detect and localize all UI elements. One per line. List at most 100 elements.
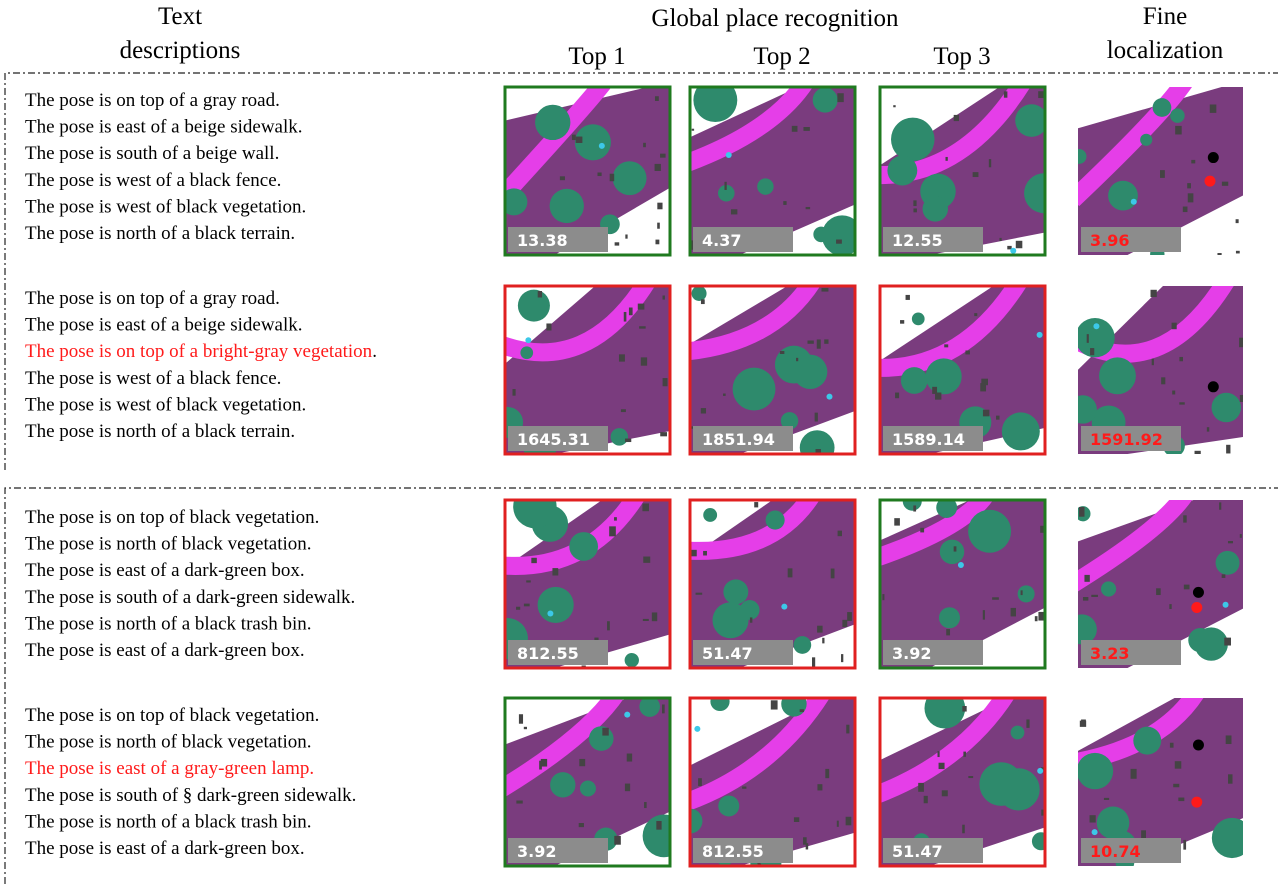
road: [690, 286, 855, 454]
structure: [614, 242, 620, 246]
point-cloud: [1078, 286, 1243, 454]
structure: [1239, 394, 1243, 402]
sentence: The pose is east of a dark-green box.: [25, 640, 305, 661]
structure: [1003, 91, 1008, 98]
structure: [982, 610, 985, 620]
structure: [842, 619, 848, 628]
sentence-text: The pose is east of a gray-green lamp.: [25, 758, 314, 779]
structure: [1228, 774, 1233, 784]
sentence-text: The pose is south of § dark-green sidewa…: [25, 785, 356, 806]
structure: [821, 287, 829, 292]
point-cloud: [690, 87, 855, 255]
score-box: [1081, 227, 1181, 252]
header-fine: localization: [1107, 37, 1224, 64]
structure: [730, 209, 738, 215]
header-fine: Fine: [1143, 3, 1187, 30]
pred-dot: [1191, 796, 1203, 808]
structure: [662, 378, 668, 387]
structure: [825, 768, 830, 779]
structure: [624, 438, 632, 443]
structure: [805, 843, 809, 850]
sidewalk: [880, 698, 1015, 804]
structure: [1090, 348, 1095, 356]
structure: [1169, 742, 1174, 748]
sentence: The pose is on top of black vegetation.: [25, 507, 319, 528]
sentence-text: The pose is on top of black vegetation.: [25, 507, 319, 528]
structure: [1161, 377, 1166, 385]
object: [725, 152, 732, 159]
structure: [516, 606, 521, 610]
structure: [817, 625, 823, 633]
structure: [1173, 783, 1180, 788]
structure: [703, 550, 707, 556]
structure: [644, 802, 647, 809]
vegetation: [922, 196, 949, 222]
vegetation: [1078, 752, 1114, 790]
vegetation: [780, 412, 799, 430]
structure: [815, 449, 821, 454]
vegetation: [1215, 550, 1240, 575]
structure: [962, 706, 967, 712]
vegetation: [537, 586, 574, 624]
structure: [972, 172, 979, 178]
header-top: Top 2: [753, 43, 810, 70]
structure: [847, 612, 852, 621]
object: [694, 725, 701, 732]
structure: [803, 837, 807, 845]
road: [880, 698, 1045, 866]
vegetation: [569, 532, 599, 561]
header-global: Global place recognition: [651, 5, 899, 32]
structure: [1221, 181, 1229, 186]
score: 3.92: [892, 644, 931, 663]
structure: [523, 726, 527, 730]
vegetation: [520, 346, 534, 360]
fine-score: 3.23: [1090, 644, 1129, 663]
structure: [770, 700, 778, 710]
pred-dot: [1191, 602, 1203, 614]
structure: [793, 817, 800, 823]
structure: [1219, 502, 1222, 510]
structure: [700, 408, 707, 414]
structure: [1020, 590, 1023, 596]
structure: [628, 307, 633, 316]
structure: [816, 339, 821, 349]
object: [624, 711, 631, 718]
score: 12.55: [892, 231, 943, 250]
sentence-text: The pose is east of a dark-green box.: [25, 560, 305, 581]
sentence: The pose is west of a black fence.: [25, 170, 281, 191]
sentence: The pose is west of black vegetation.: [25, 196, 306, 217]
structure: [1034, 616, 1038, 622]
vegetation: [624, 653, 639, 668]
structure: [913, 208, 917, 213]
structure: [946, 629, 951, 636]
header-text: descriptions: [120, 37, 241, 64]
sentence: The pose is east of a dark-green box.: [25, 560, 305, 581]
vegetation: [550, 772, 576, 798]
structure: [783, 201, 787, 205]
vegetation: [1078, 149, 1087, 164]
structure: [1183, 839, 1187, 850]
structure: [655, 239, 660, 245]
structure: [1084, 574, 1090, 582]
object: [957, 562, 964, 569]
structure: [799, 709, 804, 713]
vegetation: [691, 286, 707, 301]
sentence: The pose is on top of black vegetation.: [25, 705, 319, 726]
structure: [1226, 444, 1231, 454]
sentence: The pose is south of § dark-green sidewa…: [25, 785, 356, 806]
group-frame: [4, 487, 1278, 884]
sentence-tail: .: [372, 341, 377, 362]
score: 812.55: [517, 644, 579, 663]
structure: [1182, 206, 1188, 213]
road: [880, 87, 1045, 255]
result-frame: [503, 85, 672, 257]
structure: [988, 159, 992, 168]
sentence-text: The pose is east of a beige sidewalk.: [25, 117, 303, 138]
structure: [523, 603, 530, 607]
sentence: The pose is east of a beige sidewalk.: [25, 117, 303, 138]
structure: [1086, 334, 1089, 343]
structure: [913, 505, 917, 512]
sidewalk: [690, 698, 830, 811]
object: [781, 603, 788, 610]
result-frame: [688, 85, 857, 257]
